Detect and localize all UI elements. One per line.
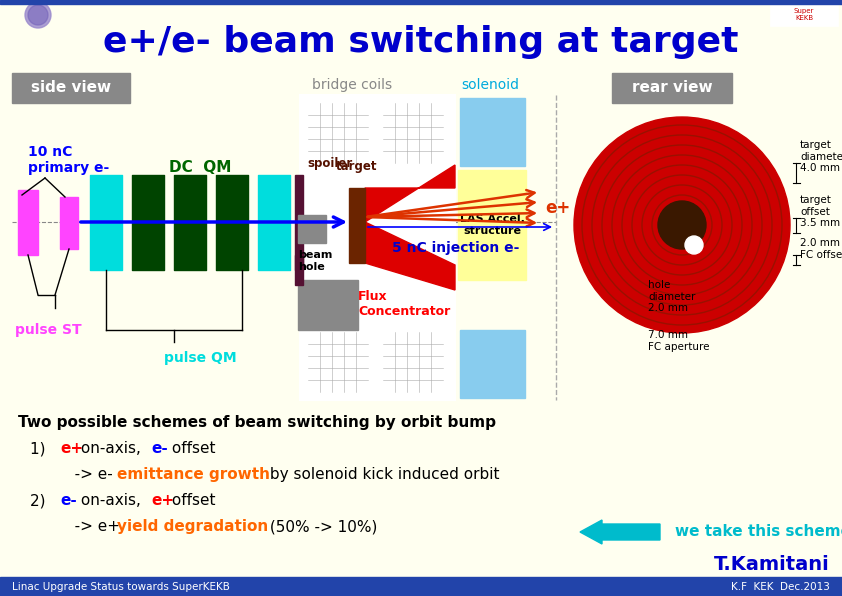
- Bar: [60, 197, 78, 249]
- Bar: [132, 175, 164, 270]
- Text: LAS Accel.
structure: LAS Accel. structure: [460, 214, 525, 236]
- Bar: [308, 103, 368, 163]
- Text: e+/e- beam switching at target: e+/e- beam switching at target: [104, 25, 738, 59]
- Text: 1): 1): [30, 441, 56, 456]
- Circle shape: [658, 201, 706, 249]
- Circle shape: [685, 236, 703, 254]
- Text: -> e-: -> e-: [60, 467, 118, 482]
- Bar: [383, 332, 443, 392]
- Bar: [0, 577, 842, 596]
- Text: hole
diameter
2.0 mm: hole diameter 2.0 mm: [648, 280, 695, 313]
- Bar: [216, 175, 248, 270]
- Bar: [90, 175, 122, 270]
- Text: solenoid: solenoid: [461, 78, 519, 92]
- Text: 2.0 mm
FC offset: 2.0 mm FC offset: [800, 238, 842, 260]
- Bar: [12, 73, 130, 103]
- Text: e+: e+: [151, 493, 174, 508]
- Text: DC  QM: DC QM: [168, 160, 232, 175]
- Text: on-axis,: on-axis,: [76, 441, 146, 456]
- Bar: [216, 175, 248, 270]
- Bar: [770, 4, 838, 26]
- Text: e+: e+: [60, 441, 83, 456]
- Bar: [298, 280, 358, 330]
- Text: on-axis,: on-axis,: [76, 493, 146, 508]
- Bar: [349, 188, 365, 263]
- Text: offset: offset: [167, 441, 216, 456]
- Bar: [308, 332, 368, 392]
- Text: e+: e+: [545, 199, 570, 217]
- Text: K.F  KEK  Dec.2013: K.F KEK Dec.2013: [731, 582, 830, 592]
- Text: -> e+: -> e+: [60, 519, 125, 534]
- Circle shape: [28, 5, 48, 25]
- Text: pulse ST: pulse ST: [14, 323, 82, 337]
- Text: emittance growth: emittance growth: [117, 467, 270, 482]
- Text: 10 nC
primary e-: 10 nC primary e-: [28, 145, 109, 175]
- Bar: [298, 215, 326, 243]
- Text: Two possible schemes of beam switching by orbit bump: Two possible schemes of beam switching b…: [18, 415, 496, 430]
- Text: bridge coils: bridge coils: [312, 78, 392, 92]
- Text: e-: e-: [151, 441, 168, 456]
- Bar: [458, 170, 526, 280]
- Circle shape: [574, 117, 790, 333]
- Text: side view: side view: [31, 80, 111, 95]
- Text: target: target: [336, 160, 378, 173]
- Text: offset: offset: [167, 493, 216, 508]
- Bar: [174, 175, 206, 270]
- Text: 5 nC injection e-: 5 nC injection e-: [392, 241, 520, 255]
- Circle shape: [25, 2, 51, 28]
- Bar: [174, 175, 206, 270]
- Bar: [258, 175, 290, 270]
- Text: Flux
Concentrator: Flux Concentrator: [358, 290, 450, 318]
- Bar: [258, 175, 290, 270]
- Text: target
diameter
4.0 mm: target diameter 4.0 mm: [800, 140, 842, 173]
- Bar: [132, 175, 164, 270]
- Text: beam
hole: beam hole: [298, 250, 333, 272]
- Text: spoiler: spoiler: [307, 157, 353, 170]
- Bar: [295, 255, 303, 285]
- Bar: [460, 330, 525, 398]
- Text: we take this scheme.: we take this scheme.: [675, 524, 842, 539]
- Bar: [383, 103, 443, 163]
- Polygon shape: [365, 222, 455, 290]
- Text: 2): 2): [30, 493, 56, 508]
- Text: T.Kamitani: T.Kamitani: [714, 555, 830, 574]
- Bar: [90, 175, 122, 270]
- Bar: [300, 95, 455, 400]
- Text: target
offset
3.5 mm: target offset 3.5 mm: [800, 195, 840, 228]
- Text: 7.0 mm
FC aperture: 7.0 mm FC aperture: [648, 330, 710, 352]
- Bar: [18, 190, 38, 255]
- FancyArrow shape: [580, 520, 660, 544]
- Text: by solenoid kick induced orbit: by solenoid kick induced orbit: [265, 467, 499, 482]
- Bar: [295, 175, 303, 270]
- Bar: [0, 0, 842, 4]
- Text: pulse QM: pulse QM: [163, 351, 237, 365]
- Text: Linac Upgrade Status towards SuperKEKB: Linac Upgrade Status towards SuperKEKB: [12, 582, 230, 592]
- Bar: [612, 73, 732, 103]
- Text: (50% -> 10%): (50% -> 10%): [265, 519, 377, 534]
- Polygon shape: [365, 165, 455, 222]
- Bar: [460, 98, 525, 166]
- Text: rear view: rear view: [632, 80, 712, 95]
- Text: e-: e-: [60, 493, 77, 508]
- Text: Super
KEKB: Super KEKB: [794, 8, 814, 21]
- Bar: [0, 4, 842, 72]
- Text: yield degradation: yield degradation: [117, 519, 269, 534]
